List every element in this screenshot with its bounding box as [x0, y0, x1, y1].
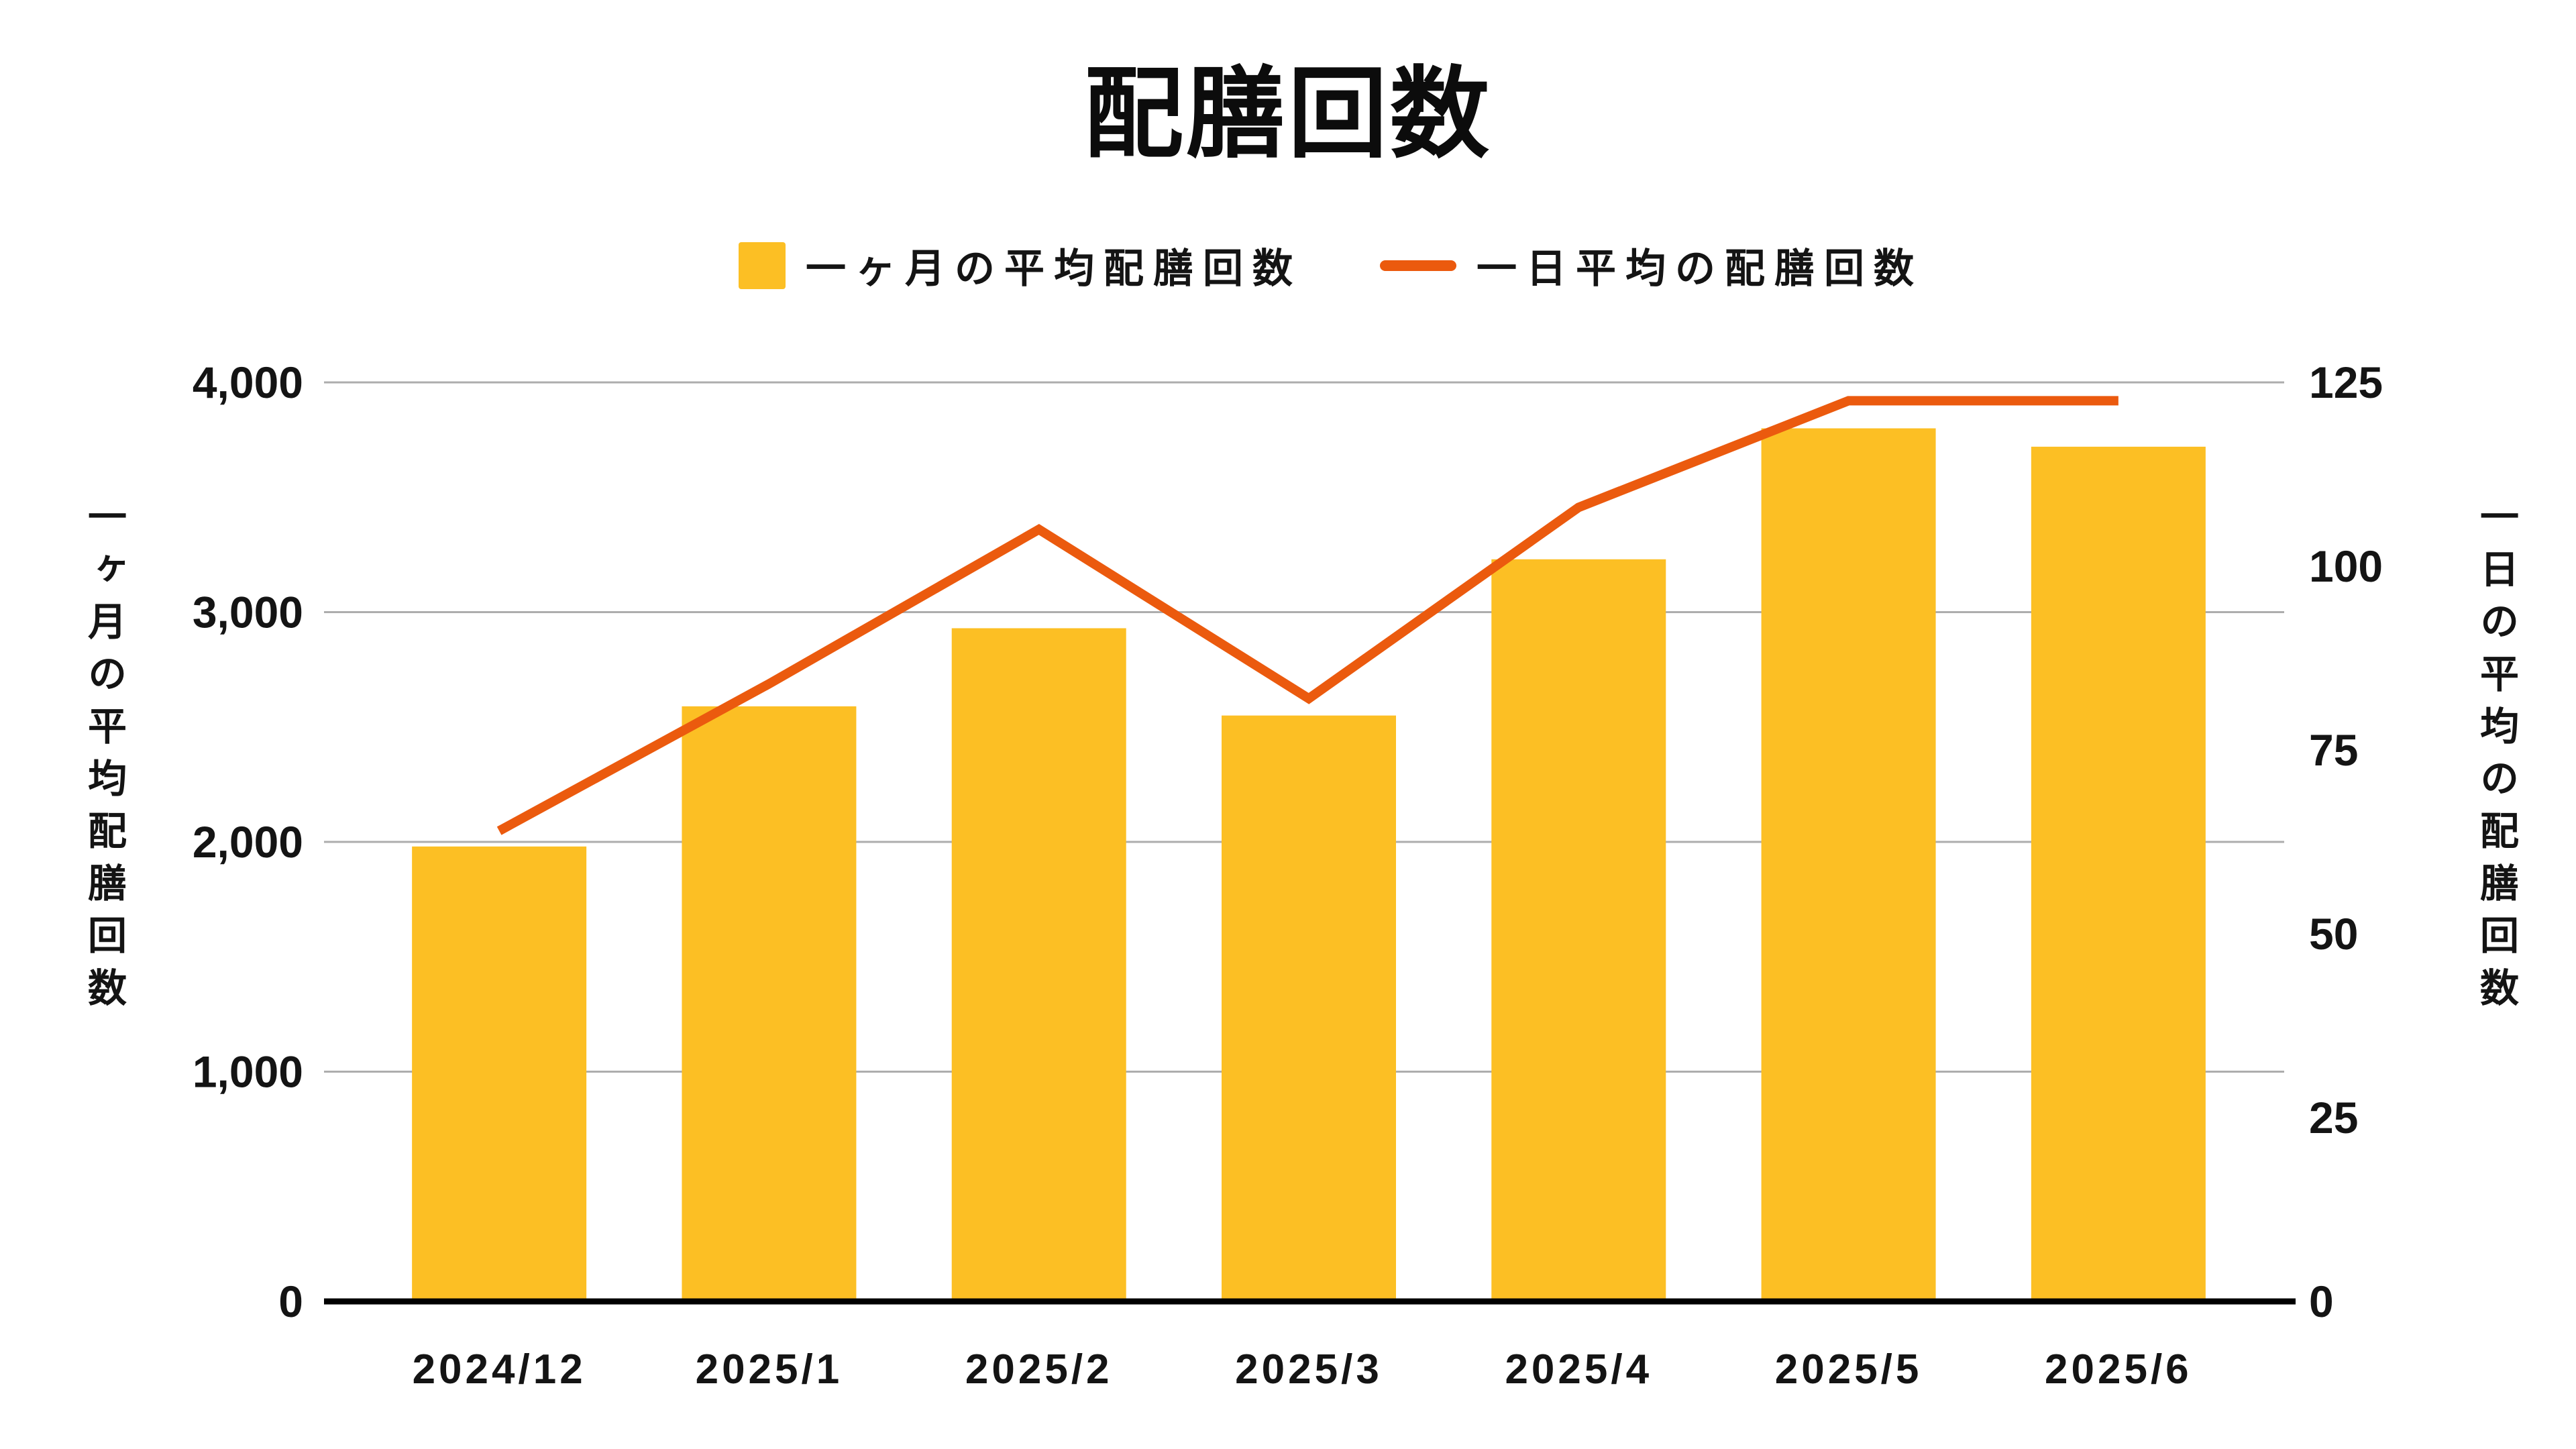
left-axis-tick-label: 4,000	[193, 358, 303, 407]
x-axis-category-label: 2025/3	[1235, 1346, 1383, 1393]
daily-average-line	[496, 396, 2118, 835]
x-axis-category-label: 2024/12	[413, 1346, 586, 1393]
legend-line-label: 一日平均の配膳回数	[1477, 246, 1923, 291]
right-axis-tick-label: 125	[2309, 358, 2383, 407]
bar	[682, 706, 857, 1301]
bar	[1491, 559, 1666, 1301]
right-axis-tick-label: 25	[2309, 1093, 2358, 1142]
left-axis-tick-label: 2,000	[193, 817, 303, 867]
line-dash-icon	[1380, 260, 1456, 271]
right-axis-tick-label: 50	[2309, 909, 2358, 959]
bar	[1761, 428, 1936, 1301]
left-axis-tick-label: 0	[278, 1277, 303, 1326]
legend-bar-label: 一ヶ月の平均配膳回数	[806, 246, 1302, 291]
left-axis-tick-label: 3,000	[193, 588, 303, 637]
x-axis-category-label: 2025/1	[696, 1346, 843, 1393]
left-axis-tick-label: 1,000	[193, 1047, 303, 1097]
left-axis-title: 一ヶ月の平均配膳回数	[82, 496, 125, 1020]
x-axis-category-label: 2025/6	[2045, 1346, 2192, 1393]
x-axis-category-label: 2025/4	[1505, 1346, 1652, 1393]
bar-swatch-icon	[739, 241, 786, 289]
legend: 一ヶ月の平均配膳回数 一日平均の配膳回数	[43, 236, 2576, 294]
right-axis-tick-label: 75	[2309, 725, 2358, 775]
right-axis-tick-label: 0	[2309, 1277, 2334, 1326]
x-axis-category-label: 2025/5	[1775, 1346, 1923, 1393]
right-axis-tick-label: 100	[2309, 541, 2383, 591]
bar	[1222, 715, 1396, 1301]
right-axis-title: 一日の平均の配膳回数	[2474, 496, 2518, 1020]
x-axis-category-label: 2025/2	[965, 1346, 1113, 1393]
bar	[951, 628, 1126, 1301]
chart-title: 配膳回数	[1084, 59, 1492, 170]
bar	[2031, 446, 2206, 1301]
bar	[412, 846, 587, 1301]
legend-item-line: 一日平均の配膳回数	[1380, 236, 1923, 294]
legend-item-bar: 一ヶ月の平均配膳回数	[739, 236, 1302, 294]
